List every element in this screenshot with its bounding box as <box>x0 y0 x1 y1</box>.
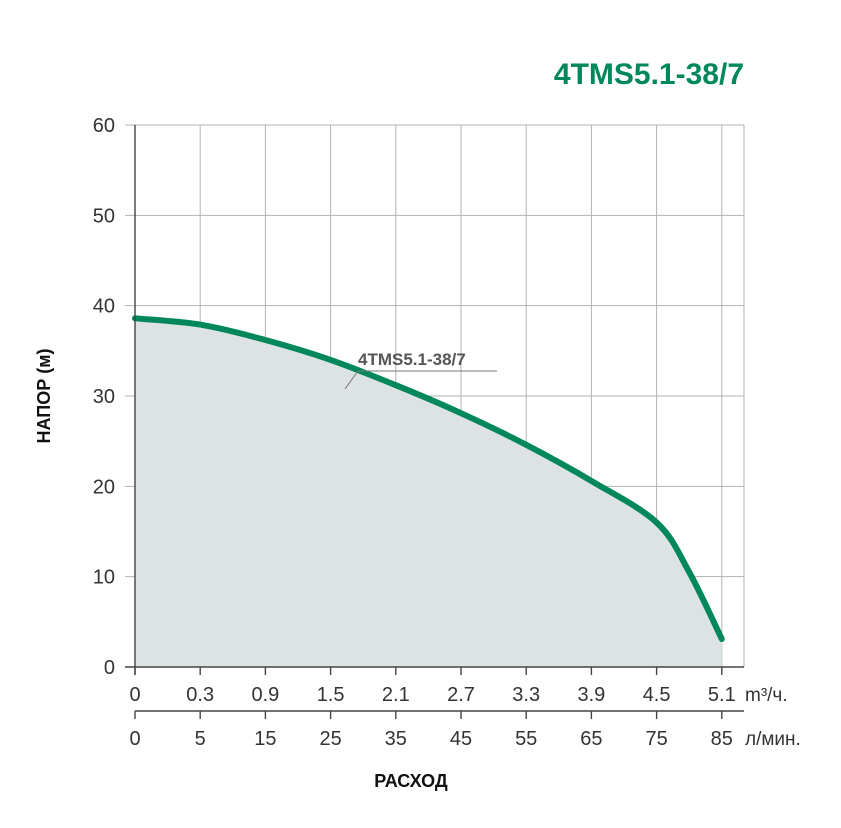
curve-area-fill <box>135 318 722 667</box>
y-tick-label: 30 <box>93 386 115 408</box>
chart-title: 4TMS5.1-38/7 <box>554 58 744 91</box>
x-tick-label-lmin: 0 <box>129 728 140 750</box>
series-annotation: 4TMS5.1-38/7 <box>358 350 466 369</box>
x-tick-labels: 0 0.3 0.9 1.5 2.1 2.7 3.3 3.9 4.5 5.1 0 5 15 25 35 45 55… <box>129 684 735 750</box>
y-tick-label: 50 <box>93 205 115 227</box>
annotation-leader <box>344 370 359 390</box>
y-tick-label: 0 <box>104 657 115 679</box>
axes <box>125 125 744 719</box>
y-tick-label: 20 <box>93 476 115 498</box>
x-tick-label-m3h: 3.3 <box>512 684 540 706</box>
x-unit-lmin: л/мин. <box>745 729 801 750</box>
x-tick-label-m3h: 2.7 <box>447 684 475 706</box>
x-tick-label-lmin: 25 <box>319 728 341 750</box>
y-tick-label: 10 <box>93 567 115 589</box>
series-line-4tms <box>132 315 725 642</box>
x-tick-label-lmin: 35 <box>385 728 407 750</box>
x-tick-label-m3h: 0.3 <box>186 684 214 706</box>
x-tick-label-m3h: 5.1 <box>708 684 736 706</box>
x-tick-label-m3h: 4.5 <box>643 684 671 706</box>
x-tick-label-lmin: 45 <box>450 728 472 750</box>
x-axis-title: РАСХОД <box>374 771 448 791</box>
x-tick-label-m3h: 0 <box>129 684 140 706</box>
x-unit-m3h: m³/ч. <box>745 685 788 706</box>
x-tick-label-lmin: 5 <box>195 728 206 750</box>
y-tick-label: 40 <box>93 296 115 318</box>
y-tick-labels: 0 10 20 30 40 50 60 <box>93 115 115 679</box>
x-tick-label-m3h: 3.9 <box>577 684 605 706</box>
x-tick-label-lmin: 15 <box>254 728 276 750</box>
x-tick-label-lmin: 55 <box>515 728 537 750</box>
x-tick-label-lmin: 75 <box>645 728 667 750</box>
x-tick-label-m3h: 0.9 <box>251 684 279 706</box>
y-axis-title: НАПОР (м) <box>34 348 54 443</box>
x-tick-label-m3h: 2.1 <box>382 684 410 706</box>
x-tick-label-m3h: 1.5 <box>317 684 345 706</box>
x-tick-label-lmin: 65 <box>580 728 602 750</box>
x-tick-label-lmin: 85 <box>711 728 733 750</box>
y-tick-label: 60 <box>93 115 115 137</box>
